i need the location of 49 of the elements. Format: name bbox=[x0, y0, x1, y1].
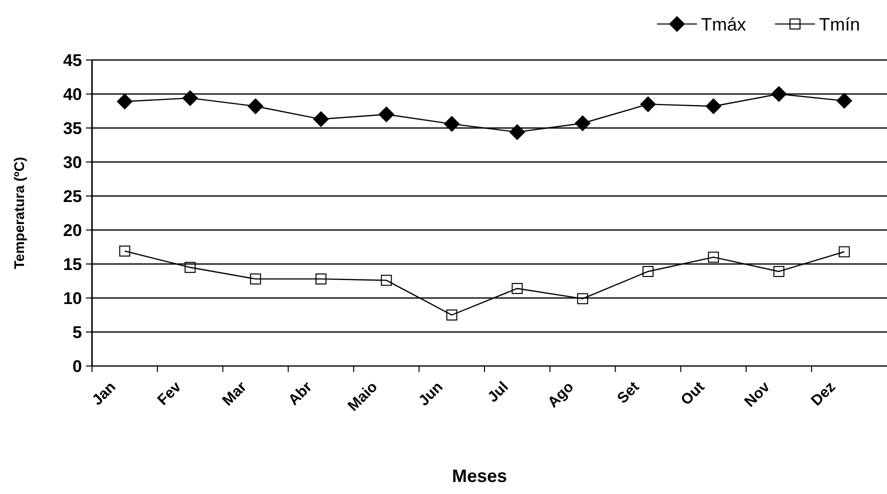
y-tick-label: 35 bbox=[63, 118, 82, 138]
y-tick-label: 20 bbox=[63, 220, 82, 240]
point bbox=[444, 116, 460, 132]
point bbox=[836, 92, 852, 109]
point bbox=[509, 124, 526, 140]
point bbox=[708, 252, 719, 263]
x-axis-title: Meses bbox=[452, 466, 508, 486]
x-tick-label: Ago bbox=[544, 378, 578, 412]
point bbox=[574, 115, 591, 132]
x-tick-label: Out bbox=[678, 378, 708, 409]
y-tick-label: 30 bbox=[63, 152, 82, 172]
y-tick-label: 45 bbox=[63, 50, 82, 70]
x-tick-label: Abr bbox=[285, 378, 316, 409]
y-tick-label: 25 bbox=[63, 186, 82, 206]
point bbox=[378, 106, 394, 122]
x-tick-label: Mar bbox=[219, 378, 250, 410]
x-tick-label: Jun bbox=[415, 378, 446, 410]
legend-label: Tmáx bbox=[701, 14, 746, 34]
point bbox=[182, 90, 198, 106]
point bbox=[770, 86, 787, 102]
y-axis-title: Temperatura (ºC) bbox=[11, 156, 27, 270]
point bbox=[184, 262, 196, 273]
point bbox=[312, 111, 329, 128]
point bbox=[315, 273, 326, 284]
x-tick-label: Nov bbox=[741, 378, 774, 411]
point bbox=[248, 98, 264, 114]
y-tick-label: 5 bbox=[72, 322, 82, 342]
x-tick-label: Set bbox=[614, 378, 643, 408]
point bbox=[642, 266, 654, 277]
point bbox=[116, 93, 133, 110]
x-tick-label: Jul bbox=[484, 378, 512, 406]
x-tick-label: Dez bbox=[808, 378, 839, 410]
point bbox=[773, 266, 784, 277]
point bbox=[119, 246, 130, 257]
point bbox=[380, 274, 392, 286]
point bbox=[838, 246, 850, 258]
x-tick-label: Fev bbox=[154, 378, 186, 409]
point bbox=[446, 310, 458, 320]
point bbox=[640, 96, 656, 112]
y-tick-label: 10 bbox=[63, 288, 82, 308]
x-tick-label: Jan bbox=[88, 378, 120, 409]
point bbox=[250, 273, 262, 284]
y-tick-label: 0 bbox=[72, 356, 82, 376]
point bbox=[577, 293, 588, 304]
y-tick-label: 15 bbox=[63, 254, 82, 274]
y-tick-label: 40 bbox=[63, 84, 82, 104]
legend-label: Tmín bbox=[819, 14, 860, 34]
point bbox=[705, 98, 722, 114]
point bbox=[512, 282, 523, 294]
